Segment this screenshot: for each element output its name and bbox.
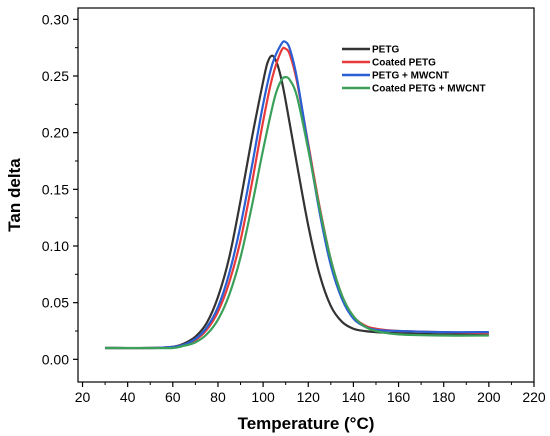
x-axis-title: Temperature (°C) bbox=[238, 414, 375, 433]
plot-frame bbox=[77, 7, 535, 383]
series-coated-petg-mwcnt-line bbox=[105, 76, 489, 350]
x-tick-label: 200 bbox=[477, 389, 501, 405]
legend-label: PETG + MWCNT bbox=[372, 71, 449, 82]
x-tick-label: 60 bbox=[165, 389, 181, 405]
legend-entry-petg-mwcnt: PETG + MWCNT bbox=[342, 71, 449, 82]
x-tick-label: 40 bbox=[120, 389, 136, 405]
legend-label: Coated PETG + MWCNT bbox=[372, 84, 486, 95]
y-tick-label: 0.05 bbox=[42, 295, 69, 311]
y-tick-label: 0.20 bbox=[42, 125, 69, 141]
x-tick-label: 120 bbox=[297, 389, 321, 405]
x-tick-label: 20 bbox=[75, 389, 91, 405]
legend-entry-coated-petg-mwcnt: Coated PETG + MWCNT bbox=[342, 84, 486, 95]
curves bbox=[105, 40, 489, 350]
legend-entry-petg: PETG bbox=[342, 45, 399, 56]
x-tick-label: 80 bbox=[210, 389, 226, 405]
legend: PETG Coated PETG PETG + MWCNT Coated PETG +… bbox=[342, 45, 486, 95]
plot-border bbox=[77, 7, 535, 383]
legend-entry-coated-petg: Coated PETG bbox=[342, 58, 436, 69]
y-axis-title: Tan delta bbox=[5, 158, 24, 232]
y-axis-ticks: 0.00 0.05 0.10 0.15 0.20 0.25 0.30 bbox=[42, 11, 78, 367]
x-tick-label: 100 bbox=[251, 389, 275, 405]
legend-label: Coated PETG bbox=[372, 58, 436, 69]
x-tick-label: 220 bbox=[522, 389, 546, 405]
y-tick-label: 0.25 bbox=[42, 68, 69, 84]
y-tick-label: 0.00 bbox=[42, 351, 69, 367]
x-tick-label: 140 bbox=[342, 389, 366, 405]
y-tick-label: 0.15 bbox=[42, 181, 69, 197]
x-tick-label: 180 bbox=[432, 389, 456, 405]
x-axis-ticks: 20 40 60 80 100 120 140 160 180 200 220 bbox=[75, 382, 546, 405]
y-tick-label: 0.30 bbox=[42, 11, 69, 27]
x-tick-label: 160 bbox=[387, 389, 411, 405]
y-tick-label: 0.10 bbox=[42, 238, 69, 254]
legend-label: PETG bbox=[372, 45, 399, 56]
